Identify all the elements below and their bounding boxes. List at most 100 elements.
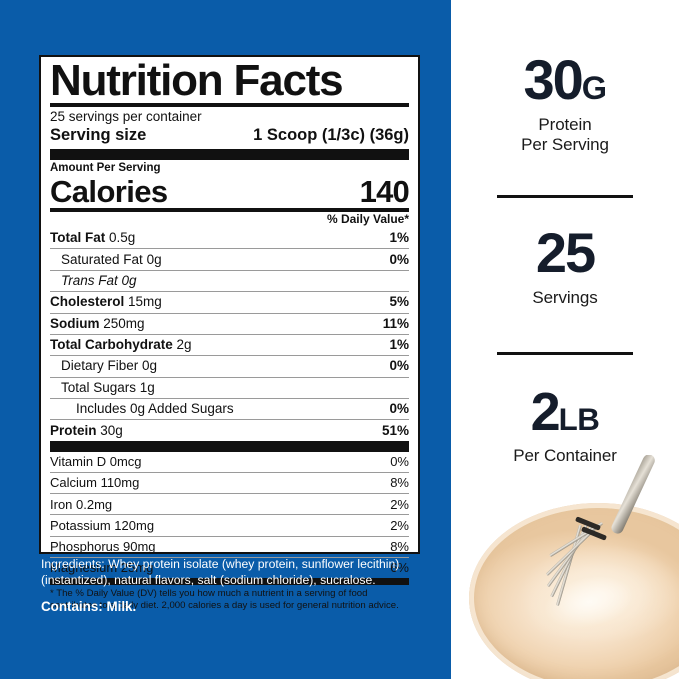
stat-servings-caption-line1: Servings: [532, 288, 598, 307]
nutrient-name-amount: Includes 0g Added Sugars: [76, 401, 234, 417]
micronutrient-row-divider: [50, 472, 409, 474]
micronutrient-daily-value: 8%: [390, 538, 409, 554]
nutrition-facts-title: Nutrition Facts: [50, 56, 344, 105]
contains-allergen-text: Contains: Milk.: [41, 599, 137, 615]
stat-protein-caption: Protein Per Serving: [451, 115, 679, 155]
stat-divider-1: [497, 195, 633, 198]
nutrient-daily-value: 0%: [389, 251, 409, 267]
micronutrient-name-amount: Iron 0.2mg: [50, 496, 113, 512]
serving-size-row: Serving size 1 Scoop (1/3c) (36g): [50, 126, 409, 149]
stat-protein-number: 30G: [523, 48, 607, 111]
daily-value-footnote: * The % Daily Value (DV) tells you how m…: [50, 587, 399, 612]
nutrient-name-amount: Cholesterol 15mg: [50, 294, 162, 310]
nutrient-name-amount: Trans Fat 0g: [61, 272, 137, 288]
nutrient-daily-value: 5%: [389, 294, 409, 310]
nutrient-name-amount: Total Sugars 1g: [61, 379, 155, 395]
stat-divider-2: [497, 352, 633, 355]
serving-size-thick-rule: [50, 148, 409, 160]
nutrient-name-amount: Saturated Fat 0g: [61, 251, 162, 267]
nutrient-row-divider: [50, 398, 409, 400]
calories-label: Calories: [50, 173, 168, 209]
stat-weight-caption: Per Container: [451, 446, 679, 466]
calories-row: Calories 140: [50, 173, 410, 209]
micronutrient-daily-value: 2%: [390, 496, 409, 512]
micronutrient-name-amount: Phosphorus 90mg: [50, 538, 156, 554]
nutrient-row-divider: [50, 419, 409, 421]
amount-per-serving-label: Amount Per Serving: [50, 161, 161, 174]
servings-per-container: 25 servings per container: [50, 109, 202, 125]
stat-protein-caption-line2: Per Serving: [521, 134, 609, 154]
micronutrient-row: Potassium 120mg 2%: [50, 515, 409, 535]
micronutrient-row: Vitamin D 0mcg 0%: [50, 452, 409, 472]
nutrient-daily-value: 51%: [381, 422, 409, 438]
nutrient-daily-value: 1%: [389, 337, 409, 353]
stat-protein-unit: G: [581, 70, 607, 106]
nutrient-row-divider: [50, 355, 409, 357]
micronutrient-row-divider: [50, 556, 409, 558]
title-rule: [50, 103, 409, 108]
micronutrient-row: Magnesium 25mg 6%: [50, 558, 409, 578]
ingredients-text: Ingredients: Whey protein isolate (whey …: [41, 557, 400, 587]
nutrient-row: Total Carbohydrate 2g 1%: [50, 335, 409, 355]
daily-value-header: % Daily Value*: [326, 212, 409, 227]
nutrient-row: Saturated Fat 0g 0%: [50, 249, 409, 269]
micronutrient-daily-value: 8%: [390, 475, 409, 491]
nutrient-row-divider: [50, 312, 409, 314]
nutrient-rows: Total Fat 0.5g 1% Saturated Fat 0g 0% Trans …: [50, 228, 409, 441]
micronutrient-name-amount: Magnesium 25mg: [50, 560, 154, 576]
nutrient-name-amount: Sodium 250mg: [50, 315, 145, 331]
micronutrient-daily-value: 0%: [390, 454, 409, 470]
micronutrient-name-amount: Calcium 110mg: [50, 475, 140, 491]
nutrient-row-divider: [50, 269, 409, 271]
stat-servings: 25 Servings: [451, 225, 679, 308]
nutrient-daily-value: 1%: [389, 230, 409, 246]
micronutrient-daily-value: 6%: [390, 560, 409, 576]
stat-servings-number: 25: [535, 221, 596, 284]
stat-weight-caption-line1: Per Container: [513, 446, 617, 465]
micronutrient-name-amount: Vitamin D 0mcg: [50, 454, 142, 470]
serving-size-label: Serving size: [50, 126, 147, 145]
nutrient-daily-value: 0%: [389, 401, 409, 417]
nutrient-row-divider: [50, 248, 409, 250]
micronutrient-row: Iron 0.2mg 2%: [50, 494, 409, 514]
nutrient-row: Sodium 250mg 11%: [50, 314, 409, 334]
nutrient-row: Total Sugars 1g: [50, 378, 409, 398]
stat-protein-per-serving: 30G Protein Per Serving: [451, 52, 679, 155]
micronutrient-row-divider: [50, 535, 409, 537]
nutrient-name-amount: Protein 30g: [50, 422, 123, 438]
nutrient-name-amount: Total Carbohydrate 2g: [50, 337, 192, 353]
micronutrient-row-divider: [50, 493, 409, 495]
nutrition-facts-label: Nutrition Facts 25 servings per containe…: [39, 55, 420, 611]
stat-protein-caption-line1: Protein: [538, 115, 592, 134]
calories-value: 140: [359, 173, 410, 209]
footnote-thick-rule: [50, 577, 409, 585]
serving-size-value: 1 Scoop (1/3c) (36g): [253, 126, 409, 145]
calories-rule: [50, 208, 409, 213]
protein-thick-rule: [50, 440, 409, 452]
micronutrient-row: Phosphorus 90mg 8%: [50, 537, 409, 557]
stat-servings-caption: Servings: [451, 288, 679, 308]
nutrient-row-divider: [50, 376, 409, 378]
nutrient-row: Protein 30g 51%: [50, 420, 409, 440]
ingredients-block: Ingredients: Whey protein isolate (whey …: [41, 557, 423, 614]
nutrient-name-amount: Total Fat 0.5g: [50, 230, 136, 246]
stat-weight-number: 2LB: [530, 382, 600, 442]
micronutrient-rows: Vitamin D 0mcg 0% Calcium 110mg 8% Iron 0.2m…: [50, 452, 409, 578]
nutrient-row: Dietary Fiber 0g 0%: [50, 356, 409, 376]
micronutrient-row-divider: [50, 514, 409, 516]
nutrient-daily-value: 11%: [382, 315, 409, 331]
nutrient-name-amount: Dietary Fiber 0g: [61, 358, 158, 374]
protein-shake-bowl-photo: [451, 455, 679, 679]
micronutrient-name-amount: Potassium 120mg: [50, 517, 155, 533]
nutrient-daily-value: 0%: [389, 358, 409, 374]
nutrient-row-divider: [50, 333, 409, 335]
nutrient-row: Includes 0g Added Sugars 0%: [50, 399, 409, 419]
nutrient-row: Trans Fat 0g: [50, 271, 409, 291]
bowl-rim: [469, 503, 679, 679]
micronutrient-daily-value: 2%: [390, 517, 409, 533]
nutrient-row: Total Fat 0.5g 1%: [50, 228, 409, 248]
micronutrient-row: Calcium 110mg 8%: [50, 473, 409, 493]
nutrient-row-divider: [50, 291, 409, 293]
stat-weight-per-container: 2LB Per Container: [451, 385, 679, 466]
